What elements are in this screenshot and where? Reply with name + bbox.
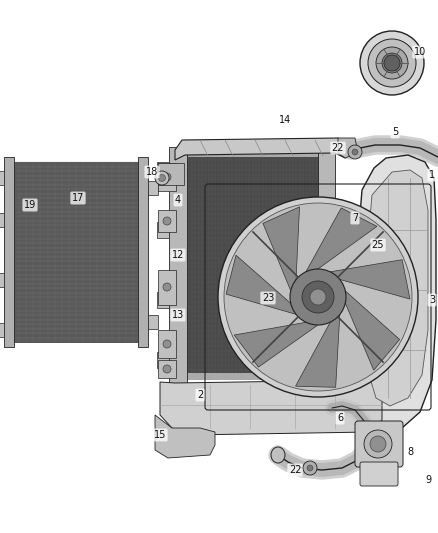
Text: 10: 10	[414, 47, 426, 57]
Circle shape	[159, 174, 166, 182]
Circle shape	[163, 365, 171, 373]
Text: 9: 9	[425, 475, 431, 485]
Text: 5: 5	[392, 127, 398, 137]
Circle shape	[376, 47, 408, 79]
Text: 3: 3	[429, 295, 435, 305]
Polygon shape	[0, 273, 4, 287]
Circle shape	[218, 197, 418, 397]
Circle shape	[348, 145, 362, 159]
Polygon shape	[358, 155, 436, 430]
Polygon shape	[158, 270, 176, 305]
Circle shape	[370, 436, 386, 452]
Polygon shape	[157, 162, 169, 178]
Text: 15: 15	[154, 430, 166, 440]
Polygon shape	[4, 157, 14, 347]
Text: 14: 14	[279, 115, 291, 125]
Polygon shape	[175, 138, 345, 160]
Circle shape	[163, 283, 171, 291]
Polygon shape	[169, 147, 187, 383]
FancyBboxPatch shape	[360, 462, 398, 486]
Polygon shape	[263, 207, 300, 290]
Polygon shape	[368, 170, 428, 406]
Circle shape	[163, 173, 171, 181]
Circle shape	[382, 53, 402, 73]
Circle shape	[384, 55, 400, 71]
Polygon shape	[330, 260, 410, 299]
Text: 7: 7	[352, 213, 358, 223]
Circle shape	[364, 430, 392, 458]
FancyBboxPatch shape	[355, 421, 403, 467]
Circle shape	[163, 217, 171, 225]
Text: 18: 18	[146, 167, 158, 177]
Polygon shape	[138, 157, 148, 347]
Circle shape	[368, 39, 416, 87]
Polygon shape	[148, 315, 158, 329]
Circle shape	[290, 269, 346, 325]
Polygon shape	[338, 138, 358, 158]
Circle shape	[360, 31, 424, 95]
Circle shape	[307, 465, 313, 471]
Circle shape	[310, 289, 326, 305]
Polygon shape	[158, 210, 176, 232]
Polygon shape	[185, 155, 320, 375]
Text: 6: 6	[337, 413, 343, 423]
Polygon shape	[157, 352, 169, 368]
Polygon shape	[226, 255, 296, 314]
Circle shape	[155, 171, 169, 185]
Circle shape	[163, 340, 171, 348]
Text: 2: 2	[197, 390, 203, 400]
Polygon shape	[0, 171, 4, 185]
Circle shape	[303, 461, 317, 475]
Polygon shape	[318, 147, 335, 383]
Polygon shape	[234, 322, 318, 367]
Polygon shape	[160, 380, 382, 435]
Text: 8: 8	[407, 447, 413, 457]
Circle shape	[352, 149, 358, 155]
Text: 19: 19	[24, 200, 36, 210]
Text: 22: 22	[332, 143, 344, 153]
Polygon shape	[306, 208, 377, 272]
Polygon shape	[158, 163, 176, 191]
Polygon shape	[265, 350, 300, 375]
Polygon shape	[157, 292, 169, 308]
Text: 17: 17	[72, 193, 84, 203]
Text: 25: 25	[372, 240, 384, 250]
Text: 12: 12	[172, 250, 184, 260]
Polygon shape	[12, 162, 140, 342]
Polygon shape	[158, 330, 176, 358]
Text: 23: 23	[262, 293, 274, 303]
Polygon shape	[157, 222, 169, 238]
Polygon shape	[148, 181, 158, 195]
Circle shape	[302, 281, 334, 313]
Text: 4: 4	[175, 195, 181, 205]
Polygon shape	[345, 291, 399, 370]
Circle shape	[224, 203, 412, 391]
Polygon shape	[158, 360, 176, 378]
Text: 13: 13	[172, 310, 184, 320]
Polygon shape	[0, 323, 4, 337]
Polygon shape	[296, 314, 340, 387]
Polygon shape	[155, 415, 215, 458]
Text: 1: 1	[429, 170, 435, 180]
Text: 22: 22	[289, 465, 301, 475]
Polygon shape	[0, 213, 4, 227]
Polygon shape	[158, 163, 184, 185]
Ellipse shape	[271, 447, 285, 463]
